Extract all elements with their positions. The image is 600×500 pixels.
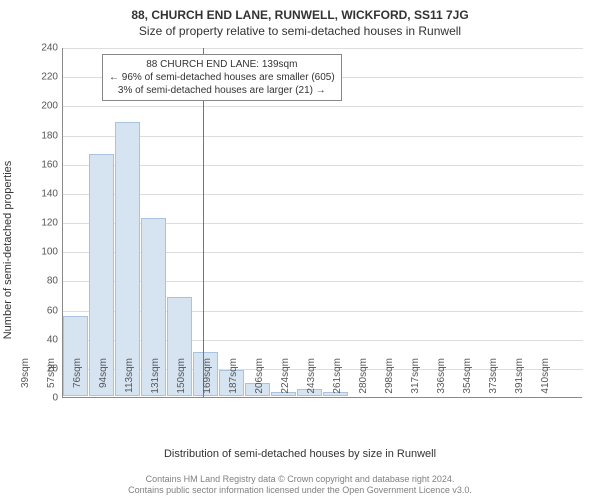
x-tick-label: 336sqm xyxy=(436,358,447,402)
x-tick-label: 354sqm xyxy=(462,358,473,402)
grid-line xyxy=(63,136,583,137)
x-tick-label: 391sqm xyxy=(514,358,525,402)
footer-line-1: Contains HM Land Registry data © Crown c… xyxy=(0,474,600,485)
footer-attribution: Contains HM Land Registry data © Crown c… xyxy=(0,474,600,497)
x-tick-label: 410sqm xyxy=(540,358,551,402)
x-tick-label: 317sqm xyxy=(410,358,421,402)
x-tick-label: 373sqm xyxy=(488,358,499,402)
x-axis-label: Distribution of semi-detached houses by … xyxy=(0,448,600,460)
y-tick-label: 200 xyxy=(28,101,58,112)
chart-container: 88, CHURCH END LANE, RUNWELL, WICKFORD, … xyxy=(0,0,600,500)
y-tick-label: 80 xyxy=(28,276,58,287)
y-axis-label: Number of semi-detached properties xyxy=(2,161,14,340)
x-tick-label: 243sqm xyxy=(306,358,317,402)
x-tick-label: 206sqm xyxy=(254,358,265,402)
grid-line xyxy=(63,165,583,166)
chart-area: 88 CHURCH END LANE: 139sqm ← 96% of semi… xyxy=(62,48,582,398)
grid-line xyxy=(63,48,583,49)
y-tick-label: 220 xyxy=(28,72,58,83)
x-tick-label: 39sqm xyxy=(20,358,31,402)
y-tick-label: 120 xyxy=(28,218,58,229)
x-tick-label: 113sqm xyxy=(124,358,135,402)
y-tick-label: 180 xyxy=(28,130,58,141)
footer-line-2: Contains public sector information licen… xyxy=(0,485,600,496)
grid-line xyxy=(63,194,583,195)
grid-line xyxy=(63,106,583,107)
y-tick-label: 40 xyxy=(28,334,58,345)
x-tick-label: 57sqm xyxy=(46,358,57,402)
y-tick-label: 140 xyxy=(28,188,58,199)
annotation-line-1: 88 CHURCH END LANE: 139sqm xyxy=(109,58,335,71)
x-tick-label: 280sqm xyxy=(358,358,369,402)
x-tick-label: 94sqm xyxy=(98,358,109,402)
x-tick-label: 76sqm xyxy=(72,358,83,402)
y-tick-label: 100 xyxy=(28,247,58,258)
x-tick-label: 131sqm xyxy=(150,358,161,402)
x-tick-label: 224sqm xyxy=(280,358,291,402)
x-tick-label: 261sqm xyxy=(332,358,343,402)
chart-title-sub: Size of property relative to semi-detach… xyxy=(0,22,600,38)
x-tick-label: 298sqm xyxy=(384,358,395,402)
chart-title-main: 88, CHURCH END LANE, RUNWELL, WICKFORD, … xyxy=(0,0,600,22)
annotation-box: 88 CHURCH END LANE: 139sqm ← 96% of semi… xyxy=(102,54,342,101)
histogram-bar xyxy=(115,122,140,396)
x-tick-label: 150sqm xyxy=(176,358,187,402)
annotation-line-2: ← 96% of semi-detached houses are smalle… xyxy=(109,71,335,84)
annotation-line-3: 3% of semi-detached houses are larger (2… xyxy=(109,84,335,97)
x-tick-label: 169sqm xyxy=(202,358,213,402)
y-tick-label: 160 xyxy=(28,159,58,170)
y-tick-label: 240 xyxy=(28,43,58,54)
x-tick-label: 187sqm xyxy=(228,358,239,402)
y-tick-label: 60 xyxy=(28,305,58,316)
